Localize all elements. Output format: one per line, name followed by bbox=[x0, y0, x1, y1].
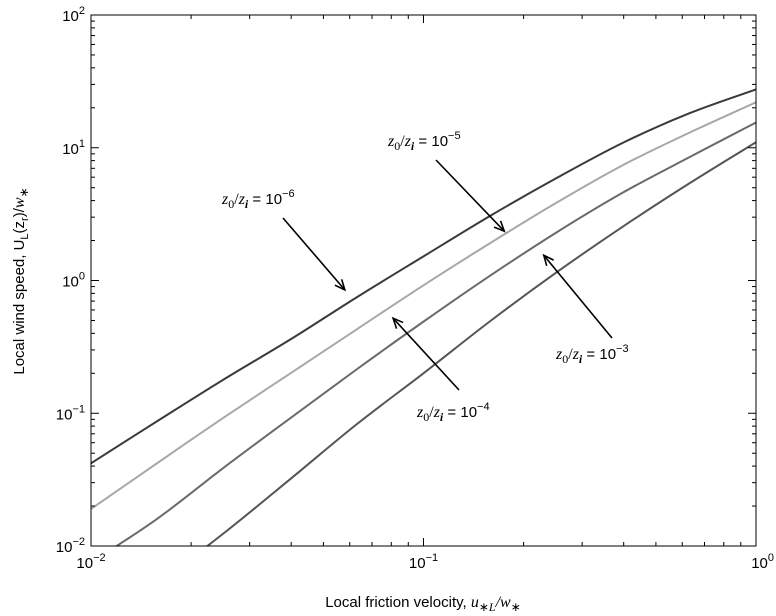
x-tick-label: 10−1 bbox=[409, 552, 438, 572]
annotation-arrow-1 bbox=[282, 217, 346, 291]
annotation-label-3: z0/zi = 10−4 bbox=[416, 401, 490, 424]
annotation-arrow-2 bbox=[435, 159, 505, 232]
series-line-3 bbox=[114, 121, 756, 546]
annotation-label-2: z0/zi = 10−5 bbox=[387, 130, 461, 153]
x-tick-label: 100 bbox=[751, 552, 774, 572]
arrowhead bbox=[334, 279, 347, 292]
tick-layer: 10−2 10−1 100 10−2 10−1 100 101 102 bbox=[56, 5, 774, 572]
annotation-label-1: z0/zi = 10−6 bbox=[221, 188, 295, 211]
plot-frame bbox=[90, 14, 757, 547]
series-layer bbox=[91, 88, 756, 546]
arrowhead bbox=[542, 253, 554, 267]
y-axis-title: Local wind speed, UL(zr)/w∗ bbox=[11, 187, 31, 374]
y-tick-label: 100 bbox=[62, 271, 85, 291]
x-axis-title-prefix: Local friction velocity, bbox=[325, 594, 471, 611]
y-tick-label: 102 bbox=[62, 5, 85, 25]
annotation-label-4: z0/zi = 10−3 bbox=[555, 343, 629, 366]
y-tick-label: 101 bbox=[62, 138, 85, 158]
annotation-layer: z0/zi = 10−6 z0/zi = 10−5 z0/zi = 10−4 z0/z… bbox=[221, 130, 629, 424]
series-line-2 bbox=[91, 101, 756, 510]
series-line-1 bbox=[91, 88, 756, 465]
annotation-arrow-4 bbox=[543, 254, 613, 339]
y-tick-label: 10−1 bbox=[56, 403, 85, 423]
series-line-4 bbox=[205, 141, 756, 546]
arrowhead bbox=[391, 316, 404, 329]
y-tick-label: 10−2 bbox=[56, 536, 85, 556]
annotation-arrow-3 bbox=[392, 317, 460, 391]
arrowhead bbox=[493, 220, 506, 233]
x-axis-title: Local friction velocity, u∗L/w∗ bbox=[325, 594, 521, 614]
x-tick-label: 10−2 bbox=[76, 552, 105, 572]
